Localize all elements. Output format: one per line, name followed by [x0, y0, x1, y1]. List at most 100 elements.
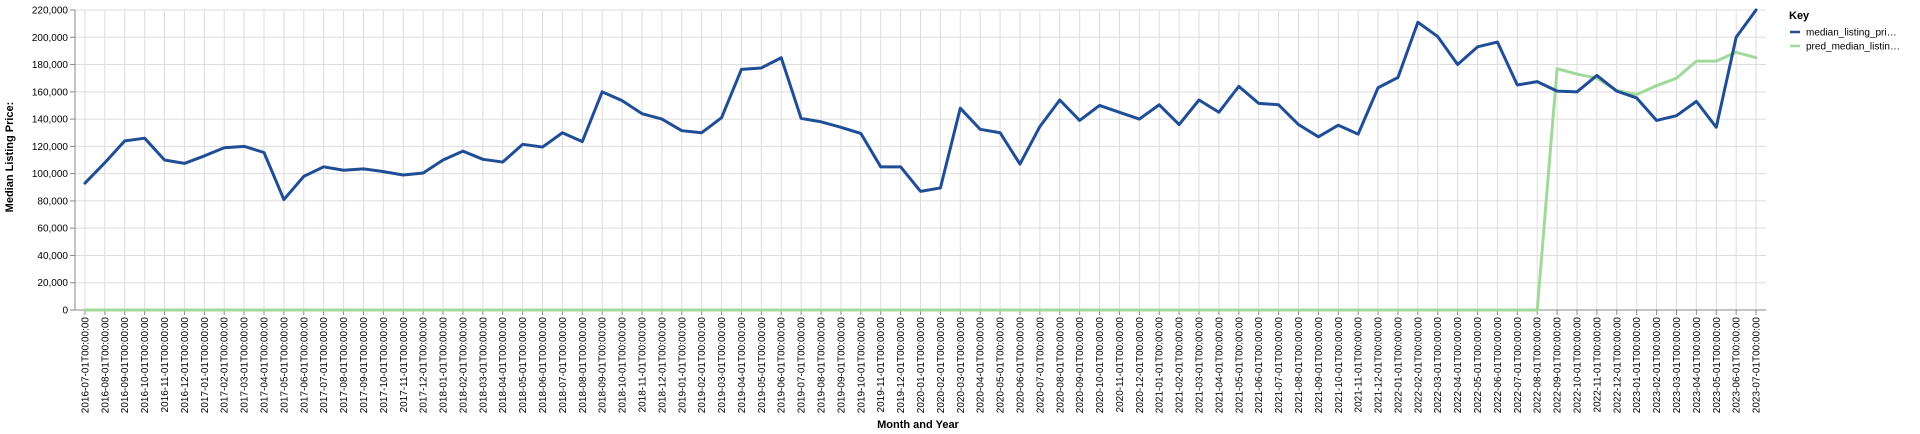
y-tick-label: 60,000: [37, 224, 68, 235]
x-tick-label: 2020-06-01T00:00:00: [1015, 317, 1026, 414]
x-tick-label: 2022-05-01T00:00:00: [1473, 317, 1484, 414]
x-tick-label: 2018-02-01T00:00:00: [458, 317, 469, 414]
x-tick-label: 2023-06-01T00:00:00: [1732, 317, 1743, 414]
x-tick-label: 2022-07-01T00:00:00: [1513, 317, 1524, 414]
x-tick-label: 2022-09-01T00:00:00: [1553, 317, 1564, 414]
y-tick-label: 120,000: [32, 142, 69, 153]
x-tick-label: 2018-03-01T00:00:00: [478, 317, 489, 414]
x-tick-label: 2016-09-01T00:00:00: [120, 317, 131, 414]
y-axis-title: Median Listing Price:: [4, 102, 16, 213]
x-tick-label: 2021-05-01T00:00:00: [1234, 317, 1245, 414]
y-tick-label: 180,000: [32, 60, 69, 71]
x-tick-label: 2018-07-01T00:00:00: [558, 317, 569, 414]
x-tick-label: 2023-05-01T00:00:00: [1712, 317, 1723, 414]
x-tick-label: 2021-09-01T00:00:00: [1314, 317, 1325, 414]
x-tick-label: 2019-06-01T00:00:00: [777, 317, 788, 414]
x-tick-label: 2016-10-01T00:00:00: [140, 317, 151, 414]
x-tick-label: 2020-07-01T00:00:00: [1035, 317, 1046, 414]
x-tick-label: 2016-07-01T00:00:00: [80, 317, 91, 414]
x-tick-label: 2019-02-01T00:00:00: [697, 317, 708, 414]
x-tick-label: 2017-07-01T00:00:00: [319, 317, 330, 414]
x-tick-label: 2017-06-01T00:00:00: [299, 317, 310, 414]
x-tick-label: 2017-09-01T00:00:00: [359, 317, 370, 414]
x-tick-label: 2022-04-01T00:00:00: [1453, 317, 1464, 414]
legend: Key median_listing_pri… pred_median_listi…: [1789, 10, 1900, 53]
x-tick-label: 2019-10-01T00:00:00: [856, 317, 867, 414]
x-tick-label: 2017-02-01T00:00:00: [220, 317, 231, 414]
x-tick-label: 2021-11-01T00:00:00: [1354, 317, 1365, 413]
y-tick-label: 100,000: [32, 169, 69, 180]
x-tick-label: 2016-08-01T00:00:00: [100, 317, 111, 414]
y-tick-label: 140,000: [32, 115, 69, 126]
x-tick-label: 2022-06-01T00:00:00: [1493, 317, 1504, 414]
x-tick-label: 2020-10-01T00:00:00: [1095, 317, 1106, 414]
x-tick-label: 2021-04-01T00:00:00: [1214, 317, 1225, 414]
x-tick-label: 2019-08-01T00:00:00: [817, 317, 828, 414]
x-tick-label: 2022-08-01T00:00:00: [1533, 317, 1544, 414]
x-tick-label: 2019-05-01T00:00:00: [757, 317, 768, 414]
x-tick-label: 2019-03-01T00:00:00: [717, 317, 728, 414]
x-tick-label: 2019-01-01T00:00:00: [677, 317, 688, 414]
x-tick-label: 2021-12-01T00:00:00: [1374, 317, 1385, 414]
x-tick-label: 2022-10-01T00:00:00: [1573, 317, 1584, 414]
x-tick-label: 2018-05-01T00:00:00: [518, 317, 529, 414]
x-tick-label: 2019-12-01T00:00:00: [896, 317, 907, 414]
x-tick-label: 2021-08-01T00:00:00: [1294, 317, 1305, 414]
x-tick-label: 2018-12-01T00:00:00: [657, 317, 668, 414]
x-tick-label: 2023-03-01T00:00:00: [1672, 317, 1683, 414]
y-tick-label: 40,000: [37, 251, 68, 262]
y-tick-label: 200,000: [32, 33, 69, 44]
x-tick-label: 2020-01-01T00:00:00: [916, 317, 927, 414]
y-tick-label: 80,000: [37, 196, 68, 207]
x-tick-label: 2020-04-01T00:00:00: [976, 317, 987, 414]
x-tick-label: 2021-01-01T00:00:00: [1155, 317, 1166, 414]
x-tick-label: 2021-10-01T00:00:00: [1334, 317, 1345, 414]
x-tick-label: 2021-02-01T00:00:00: [1175, 317, 1186, 414]
x-tick-label: 2020-11-01T00:00:00: [1115, 317, 1126, 413]
x-tick-label: 2017-01-01T00:00:00: [200, 317, 211, 414]
y-axis: 0 20,000 40,000 60,000 80,000 100,000 120,000 1…: [32, 6, 76, 317]
x-tick-label: 2019-09-01T00:00:00: [836, 317, 847, 414]
x-tick-label: 2017-04-01T00:00:00: [259, 317, 270, 414]
x-tick-label: 2022-12-01T00:00:00: [1612, 317, 1623, 414]
x-tick-label: 2021-03-01T00:00:00: [1195, 317, 1206, 414]
x-tick-label: 2017-05-01T00:00:00: [279, 317, 290, 414]
x-tick-label: 2022-02-01T00:00:00: [1413, 317, 1424, 414]
x-tick-label: 2021-06-01T00:00:00: [1254, 317, 1265, 414]
x-tick-label: 2017-10-01T00:00:00: [379, 317, 390, 414]
x-tick-label: 2020-05-01T00:00:00: [996, 317, 1007, 414]
series-line-1: [83, 50, 1758, 312]
x-tick-label: 2023-04-01T00:00:00: [1692, 317, 1703, 414]
x-tick-label: 2016-12-01T00:00:00: [180, 317, 191, 414]
x-tick-label: 2017-12-01T00:00:00: [419, 317, 430, 414]
x-axis: 2016-07-01T00:00:00 2016-08-01T00:00:00 20…: [75, 309, 1766, 414]
x-tick-label: 2019-04-01T00:00:00: [737, 317, 748, 414]
x-tick-label: 2020-12-01T00:00:00: [1135, 317, 1146, 414]
x-tick-label: 2022-03-01T00:00:00: [1433, 317, 1444, 414]
x-axis-title: Month and Year: [877, 419, 959, 431]
y-tick-label: 220,000: [32, 6, 69, 17]
x-tick-label: 2018-10-01T00:00:00: [618, 317, 629, 414]
x-tick-label: 2020-02-01T00:00:00: [936, 317, 947, 414]
x-tick-label: 2021-07-01T00:00:00: [1274, 317, 1285, 414]
x-tick-label: 2018-08-01T00:00:00: [578, 317, 589, 414]
x-tick-label: 2017-08-01T00:00:00: [339, 317, 350, 414]
x-tick-label: 2022-01-01T00:00:00: [1393, 317, 1404, 414]
series-line-0: [83, 8, 1758, 202]
x-tick-label: 2018-06-01T00:00:00: [538, 317, 549, 414]
x-tick-label: 2017-11-01T00:00:00: [399, 317, 410, 413]
legend-title: Key: [1789, 10, 1810, 22]
legend-label: pred_median_listin…: [1806, 42, 1900, 53]
gridlines: [75, 9, 1766, 311]
x-tick-label: 2023-07-01T00:00:00: [1752, 317, 1763, 414]
x-tick-label: 2022-11-01T00:00:00: [1592, 317, 1603, 413]
x-tick-label: 2019-11-01T00:00:00: [876, 317, 887, 413]
x-tick-label: 2020-03-01T00:00:00: [956, 317, 967, 414]
x-tick-label: 2018-01-01T00:00:00: [439, 317, 450, 414]
y-tick-label: 0: [62, 306, 68, 317]
x-tick-label: 2020-08-01T00:00:00: [1055, 317, 1066, 414]
x-tick-label: 2023-01-01T00:00:00: [1632, 317, 1643, 414]
y-tick-label: 20,000: [37, 278, 68, 289]
series-lines: [83, 8, 1758, 312]
